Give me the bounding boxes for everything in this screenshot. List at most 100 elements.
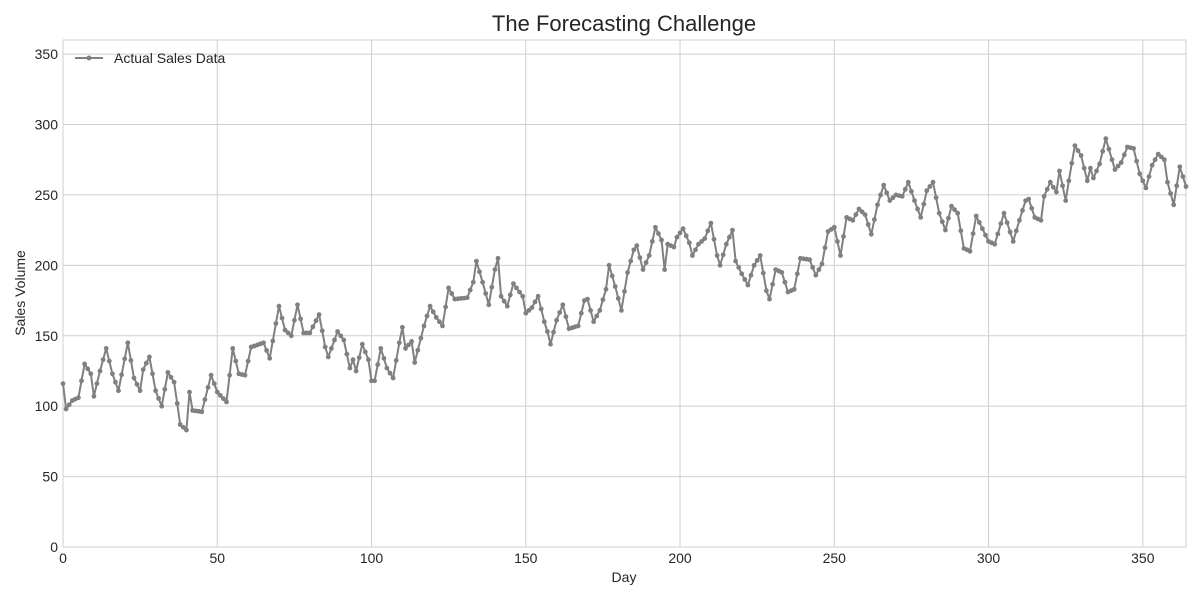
data-point	[477, 269, 482, 275]
data-point	[603, 286, 609, 292]
data-point	[748, 272, 754, 278]
data-point	[131, 375, 137, 381]
data-point	[1149, 162, 1155, 168]
data-point	[375, 362, 381, 367]
data-point	[794, 271, 800, 277]
data-point	[998, 221, 1004, 227]
data-point	[174, 401, 180, 406]
data-point	[853, 212, 859, 218]
data-point	[1013, 228, 1019, 234]
data-point	[199, 409, 205, 415]
data-point	[526, 308, 532, 313]
data-point	[437, 319, 442, 325]
data-point	[1054, 189, 1059, 195]
data-point	[686, 240, 692, 246]
data-point	[939, 219, 945, 225]
data-point	[464, 295, 470, 301]
data-point	[504, 303, 510, 309]
data-point	[714, 253, 720, 258]
data-point	[538, 306, 544, 312]
data-point	[674, 234, 680, 240]
data-point	[782, 279, 788, 285]
data-point	[628, 258, 634, 264]
grid-lines	[62, 40, 1186, 548]
data-point	[409, 339, 414, 344]
data-point	[625, 270, 630, 275]
data-point	[335, 329, 340, 334]
data-point	[329, 346, 334, 351]
data-point	[230, 346, 236, 351]
data-point	[356, 355, 362, 360]
legend: Actual Sales Data	[75, 50, 225, 66]
data-point	[1094, 168, 1099, 174]
data-point	[400, 324, 405, 330]
data-point	[921, 201, 927, 207]
data-point	[529, 305, 535, 310]
data-point	[156, 396, 162, 401]
data-point	[523, 310, 529, 316]
data-point	[1168, 191, 1173, 196]
data-point	[720, 252, 726, 258]
data-point	[705, 228, 711, 234]
data-point	[813, 272, 819, 278]
data-point	[103, 346, 109, 351]
data-point	[563, 314, 569, 320]
data-point	[640, 267, 646, 272]
data-point	[1158, 154, 1164, 160]
data-point	[137, 388, 143, 394]
data-point	[153, 388, 159, 394]
data-point	[841, 234, 846, 239]
data-point	[1143, 185, 1149, 191]
data-point	[819, 261, 825, 267]
data-point	[831, 224, 837, 230]
data-point	[649, 239, 655, 244]
data-point	[1180, 174, 1186, 180]
data-point	[406, 342, 411, 348]
data-point	[88, 371, 94, 377]
data-point	[165, 370, 171, 375]
data-point	[551, 329, 556, 335]
data-point	[171, 379, 177, 385]
chart-title: The Forecasting Challenge	[492, 11, 756, 36]
data-point	[757, 253, 763, 258]
data-point	[350, 357, 356, 363]
data-point	[970, 231, 976, 237]
data-point	[899, 193, 905, 199]
data-point	[501, 298, 507, 304]
data-point	[717, 262, 723, 268]
data-point	[631, 247, 637, 253]
data-point	[384, 365, 390, 371]
data-point	[810, 265, 816, 270]
data-point	[116, 388, 121, 394]
data-point	[532, 299, 538, 305]
data-point	[659, 237, 664, 243]
data-point	[1155, 151, 1161, 157]
data-point	[1069, 160, 1075, 166]
data-point	[933, 195, 939, 201]
data-point	[918, 215, 924, 220]
series-line	[62, 137, 1187, 432]
data-point	[184, 427, 189, 433]
data-point	[958, 228, 964, 234]
data-point	[739, 271, 745, 277]
data-point	[1097, 161, 1102, 167]
data-point	[310, 324, 316, 330]
x-tick-label: 150	[514, 550, 538, 566]
data-point	[128, 358, 134, 363]
data-point	[1004, 220, 1010, 226]
data-point	[1177, 164, 1183, 170]
data-point	[495, 255, 501, 261]
data-point	[1091, 175, 1096, 181]
data-point	[1063, 198, 1069, 204]
data-point	[1029, 205, 1035, 211]
data-point	[214, 389, 220, 395]
data-point	[325, 354, 331, 360]
y-axis-label: Sales Volume	[12, 250, 28, 336]
data-point	[1152, 157, 1158, 163]
data-point	[319, 328, 325, 334]
data-point	[233, 358, 239, 364]
data-point	[575, 323, 581, 329]
data-point	[446, 285, 451, 291]
data-point	[91, 393, 97, 399]
